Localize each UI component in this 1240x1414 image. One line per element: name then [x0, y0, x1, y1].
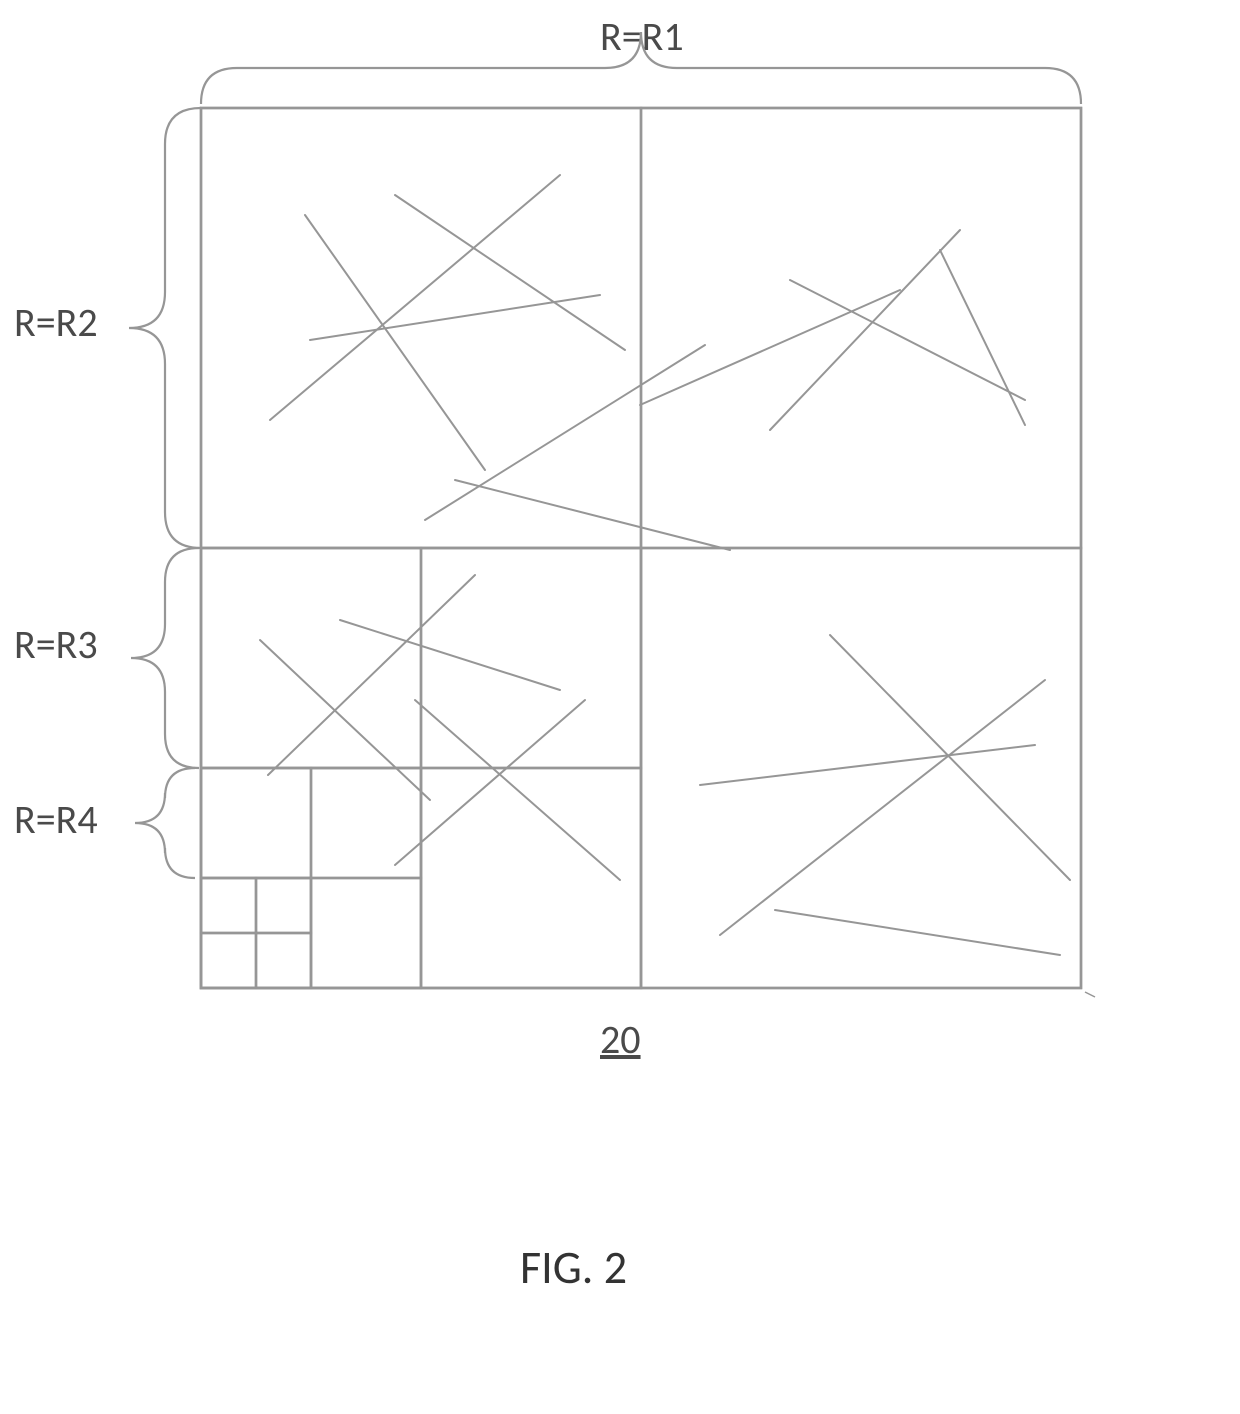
- grid-rect-r4-b: [311, 768, 421, 878]
- hatch-line-9: [940, 250, 1025, 425]
- grid-rect-r4-a: [201, 768, 311, 878]
- hatch-line-7: [640, 290, 900, 405]
- hatch-line-4: [425, 345, 705, 520]
- grid-rect-r2-tl: [201, 108, 641, 548]
- quadtree-diagram: [0, 0, 1240, 1414]
- brace-top: [201, 32, 1081, 104]
- grid-rect-r2-tr: [641, 108, 1081, 548]
- hatch-line-16: [340, 620, 560, 690]
- grid-rect-r5-c: [201, 933, 256, 988]
- hatch-line-3: [310, 295, 600, 340]
- hatch-line-11: [830, 635, 1070, 880]
- hatch-line-5: [455, 480, 730, 550]
- hatch-line-18: [415, 700, 620, 880]
- brace-side-2: [129, 108, 201, 548]
- hatch-line-1: [305, 215, 485, 470]
- hatch-line-6: [770, 230, 960, 430]
- hatch-line-17: [395, 700, 585, 865]
- grid-rect-r5-d: [256, 933, 311, 988]
- grid-rect-r2-br: [641, 548, 1081, 988]
- hatch-line-15: [260, 640, 430, 800]
- brace-side-4: [135, 768, 195, 878]
- hatch-line-0: [270, 175, 560, 420]
- hatch-line-10: [720, 680, 1045, 935]
- grid-rect-r5-b: [256, 878, 311, 933]
- figure-page: R=R1 R=R2 R=R3 R=R4 20 FIG. 2: [0, 0, 1240, 1414]
- brace-side-3: [131, 548, 199, 768]
- grid-rect-r4-d: [311, 878, 421, 988]
- hatch-line-8: [790, 280, 1025, 400]
- hatch-line-13: [775, 910, 1060, 955]
- hatch-line-12: [700, 745, 1035, 785]
- corner-tick: [1085, 992, 1095, 997]
- grid-rect-r5-a: [201, 878, 256, 933]
